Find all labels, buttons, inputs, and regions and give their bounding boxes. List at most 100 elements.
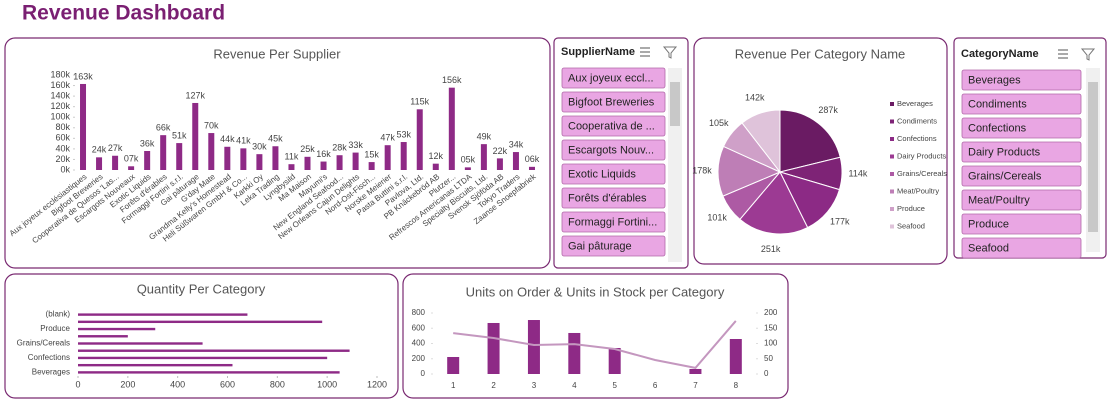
legend-swatch (890, 154, 894, 159)
data-label: 36k (140, 138, 155, 148)
bar (384, 145, 391, 170)
slicer-item[interactable] (561, 187, 666, 209)
x-tick-label: 1 (451, 381, 456, 390)
bar (512, 152, 519, 170)
bar (496, 158, 503, 170)
y-tick-label: Beverages (32, 367, 70, 376)
bar (176, 143, 183, 170)
slicer-item[interactable] (961, 213, 1082, 235)
legend-swatch (890, 207, 894, 211)
bar (78, 320, 323, 324)
y-tick-label: 100k (50, 112, 70, 122)
multi-select-icon[interactable] (1058, 49, 1068, 59)
chart-title: Quantity Per Category (137, 281, 266, 296)
legend-label: Dairy Products (897, 151, 946, 160)
slicer-item[interactable] (561, 67, 666, 89)
slicer-item-label: Beverages (968, 74, 1021, 86)
clear-filter-icon[interactable] (662, 46, 678, 59)
data-label: 12k (429, 151, 444, 161)
x-tick-label: 200 (120, 379, 135, 389)
slicer-item[interactable] (561, 91, 666, 113)
bar (288, 164, 295, 170)
slicer-item[interactable] (961, 117, 1082, 139)
data-label: 70k (204, 120, 219, 130)
y2-tick-label: 0 (764, 369, 769, 378)
bar (528, 166, 535, 170)
bar (487, 322, 500, 374)
x-tick-label: 8 (734, 381, 739, 390)
slicer-item[interactable] (561, 115, 666, 137)
bar (320, 161, 327, 170)
slicer-item[interactable] (961, 93, 1082, 115)
x-tick-label: 4 (572, 381, 577, 390)
clear-filter-icon[interactable] (1080, 48, 1096, 61)
x-tick-label: 1200 (367, 379, 387, 389)
x-tick-label: 6 (653, 381, 658, 390)
scroll-thumb[interactable] (1088, 82, 1098, 232)
slicer-item[interactable] (561, 235, 666, 257)
y-tick-label: 120k (50, 101, 70, 111)
x-tick-label: 0 (75, 379, 80, 389)
slicer-item-label: Confections (968, 122, 1027, 134)
y-tick-label: 0k (60, 164, 70, 174)
scroll-thumb[interactable] (670, 82, 680, 126)
x-tick-label: 7 (693, 381, 698, 390)
slicer-item[interactable] (561, 139, 666, 161)
data-label: 27k (108, 143, 123, 153)
bar (80, 83, 87, 170)
data-label: 51k (172, 130, 187, 140)
bar (464, 167, 471, 170)
x-tick-label: 600 (220, 379, 235, 389)
slicer-item[interactable] (561, 163, 666, 185)
slicer-item-label: Seafood (968, 242, 1009, 254)
slicer-item[interactable] (961, 237, 1082, 259)
data-label: 22k (493, 146, 508, 156)
y2-tick-label: 200 (764, 308, 778, 317)
data-label: 53k (396, 129, 411, 139)
y2-tick-label: 150 (764, 323, 778, 332)
chart-title: Revenue Per Supplier (213, 46, 341, 61)
bar (729, 339, 742, 374)
bar (480, 144, 487, 170)
y2-tick-label: 100 (764, 339, 778, 348)
slicer-item[interactable] (961, 165, 1082, 187)
data-label: 25k (300, 144, 315, 154)
slicer-item-label: Grains/Cereals (968, 170, 1042, 182)
x-tick-label: 800 (270, 379, 285, 389)
bar (336, 155, 343, 170)
data-label: 41k (236, 136, 251, 146)
slicer-item-label: Aux joyeux eccl... (568, 72, 654, 84)
bar (608, 347, 621, 374)
data-label: 11k (285, 152, 299, 162)
data-label: 24k (92, 145, 107, 155)
bar (304, 156, 311, 170)
slicer-item-label: Cooperativa de ... (568, 120, 655, 132)
y-tick-label: 20k (55, 154, 70, 164)
data-label: 251k (761, 244, 781, 254)
data-label: 127k (185, 90, 205, 100)
data-label: 44k (220, 134, 235, 144)
slicer-item-label: Dairy Products (968, 146, 1041, 158)
multi-select-icon[interactable] (640, 47, 650, 57)
y-tick-label: 600 (412, 323, 426, 332)
slicer-item[interactable] (961, 141, 1082, 163)
data-label: 287k (818, 105, 838, 115)
slicer-item[interactable] (961, 189, 1082, 211)
bar (78, 313, 248, 316)
bar (112, 155, 119, 170)
slicer-item-label: Meat/Poultry (968, 194, 1030, 206)
slicer-item[interactable] (961, 69, 1082, 91)
slicer-item[interactable] (561, 211, 666, 233)
data-label: 114k (849, 168, 868, 178)
data-label: 47k (380, 133, 395, 143)
bar (144, 151, 151, 170)
data-label: 177k (830, 217, 850, 227)
legend-swatch (890, 119, 894, 124)
bar (224, 146, 231, 170)
y-tick-label: 400 (412, 339, 426, 348)
x-tick-label: 3 (532, 381, 537, 390)
bar (78, 327, 156, 331)
data-label: 05k (461, 155, 476, 165)
data-label: 30k (252, 142, 267, 152)
y-tick-label: Grains/Cereals (17, 339, 70, 348)
